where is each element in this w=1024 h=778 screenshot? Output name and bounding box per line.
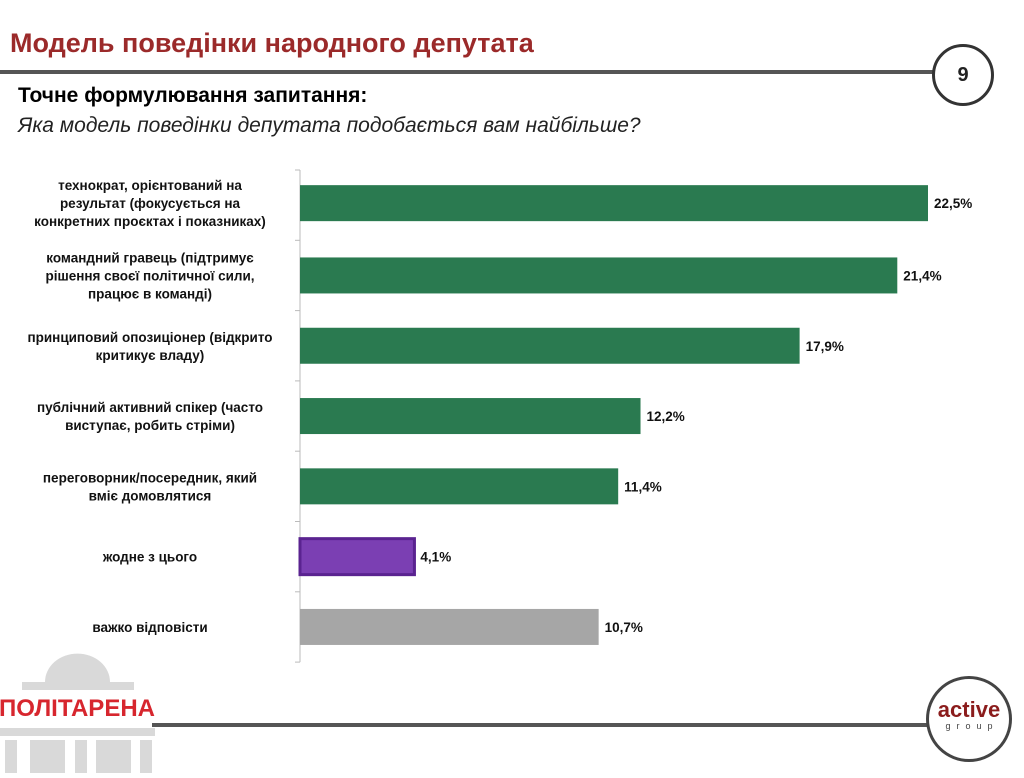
category-label: технократ, орієнтований на результат (фок… [34, 178, 266, 229]
bar [300, 398, 641, 435]
data-label: 11,4% [624, 479, 662, 494]
category-label: важко відповісти [92, 620, 207, 635]
category-label: переговорник/посередник, який вміє домовл… [43, 470, 257, 503]
active-logo-text: active [937, 697, 1001, 722]
bar [300, 468, 619, 505]
data-label: 10,7% [605, 620, 643, 635]
data-label: 12,2% [647, 409, 685, 424]
politarena-logo: ПОЛІТАРЕНА [0, 650, 155, 778]
footer-divider [152, 723, 930, 727]
page-title: Модель поведінки народного депутата [10, 28, 534, 58]
politarena-logo-text: ПОЛІТАРЕНА [0, 695, 155, 722]
category-label: публічний активний спікер (часто виступає… [37, 400, 263, 433]
question-heading: Точне формулювання запитання: [18, 84, 368, 107]
data-label: 22,5% [934, 196, 972, 211]
page-number: 9 [932, 44, 994, 106]
category-label: принциповий опозиціонер (відкрито критику… [27, 330, 272, 363]
bar [300, 327, 800, 364]
category-label: жодне з цього [102, 550, 197, 565]
header-divider [0, 70, 935, 74]
data-label: 21,4% [903, 268, 941, 283]
data-label: 17,9% [806, 339, 844, 354]
bar [298, 537, 416, 577]
group-logo-text: group [945, 721, 999, 731]
active-group-logo: active group [926, 676, 1012, 762]
bar-chart: 22,5% технократ, орієнтований на результат… [0, 160, 1024, 675]
bar [300, 608, 599, 645]
bar [300, 257, 898, 294]
question-text: Яка модель поведінки депутата подобаєтьс… [18, 114, 641, 137]
chart-svg: 22,5% технократ, орієнтований на результат… [27, 169, 972, 663]
data-label: 4,1% [420, 550, 451, 565]
bar [300, 185, 928, 222]
category-label: командний гравець (підтримує рішення своє… [45, 250, 254, 301]
